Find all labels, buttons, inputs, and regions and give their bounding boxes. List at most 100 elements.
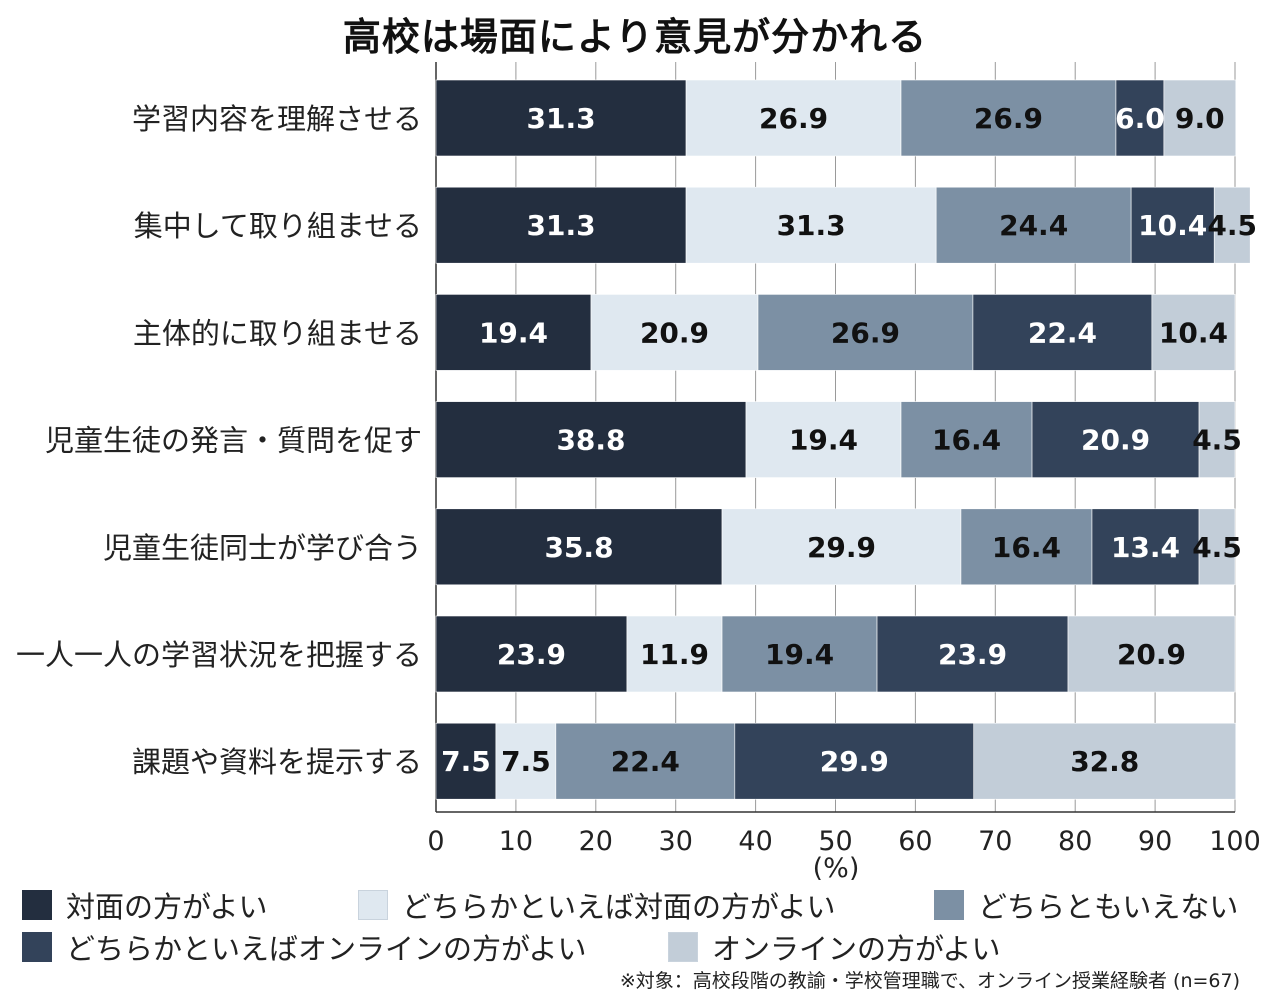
legend-swatch	[934, 890, 964, 920]
legend-item: どちらかといえばオンラインの方がよい	[22, 926, 587, 968]
x-tick-label: 60	[898, 826, 932, 857]
x-tick-label: 90	[1138, 826, 1172, 857]
data-label: 19.4	[789, 424, 858, 457]
x-axis-label: (%)	[813, 853, 860, 880]
category-labels: 学習内容を理解させる集中して取り組ませる主体的に取り組ませる児童生徒の発言・質問…	[16, 102, 422, 779]
data-label: 10.4	[1138, 209, 1207, 242]
x-tick-label: 80	[1058, 826, 1092, 857]
data-label: 4.5	[1207, 209, 1257, 242]
x-tick-label: 70	[978, 826, 1012, 857]
data-label: 13.4	[1111, 531, 1180, 564]
bar-segment	[590, 294, 759, 371]
bar-segment	[685, 79, 902, 157]
category-label: 集中して取り組ませる	[134, 209, 422, 243]
x-tick-label: 100	[1209, 826, 1261, 857]
footnote: ※対象：高校段階の教諭・学校管理職で、オンライン授業経験者 (n=67)	[619, 970, 1240, 992]
x-tick-label: 0	[427, 826, 444, 857]
bar-segment	[734, 722, 975, 800]
data-label: 9.0	[1175, 102, 1225, 135]
bar-segment	[1130, 186, 1215, 264]
category-label: 主体的に取り組ませる	[133, 316, 422, 350]
bar-layer: 31.3 26.9 26.9 6.0 9.031.3 31.3 24.4 10.4 4.519.…	[435, 79, 1257, 800]
bar-segment	[685, 186, 937, 264]
data-label: 29.9	[807, 531, 876, 564]
bar-segment	[900, 79, 1117, 157]
bar-segment	[972, 294, 1153, 371]
legend-swatch	[358, 890, 388, 920]
bar-segment	[1198, 401, 1236, 478]
bar-segment	[435, 79, 687, 157]
category-label: 一人一人の学習状況を把握する	[16, 638, 422, 672]
stacked-bar-chart: 31.3 26.9 26.9 6.0 9.031.3 31.3 24.4 10.4 4.519.…	[16, 62, 1261, 880]
data-label: 11.9	[640, 638, 709, 671]
bar-segment	[1198, 508, 1236, 586]
bar-segment	[435, 722, 497, 800]
data-label: 22.4	[611, 745, 680, 778]
data-label: 31.3	[526, 209, 595, 242]
legend-item: 対面の方がよい	[22, 884, 268, 926]
bar-segment	[1067, 615, 1236, 693]
bar-segment	[973, 722, 1237, 800]
x-tick-label: 20	[579, 826, 613, 857]
data-label: 32.8	[1070, 745, 1139, 778]
category-label: 学習内容を理解させる	[132, 102, 422, 136]
bar-segment	[435, 186, 687, 264]
bar-segment	[745, 401, 902, 478]
bar-segment	[721, 508, 962, 586]
legend-label: どちらともいえない	[978, 890, 1239, 924]
legend-item: オンラインの方がよい	[668, 926, 1001, 968]
x-tick-label: 50	[818, 826, 852, 857]
bar-segment	[900, 401, 1033, 478]
data-label: 31.3	[526, 102, 595, 135]
data-label: 16.4	[932, 424, 1001, 457]
legend-label: オンラインの方がよい	[712, 932, 1001, 966]
data-label: 19.4	[479, 316, 548, 349]
legend-swatch	[22, 890, 52, 920]
x-tick-label: 10	[499, 826, 533, 857]
data-label: 7.5	[441, 745, 491, 778]
category-label: 課題や資料を提示する	[132, 745, 422, 779]
data-label: 35.8	[544, 531, 613, 564]
bar-segment	[1151, 294, 1236, 371]
category-label: 児童生徒同士が学び合う	[103, 531, 422, 565]
data-label: 4.5	[1192, 531, 1242, 564]
x-tick-label: 40	[738, 826, 772, 857]
legend-label: どちらかといえば対面の方がよい	[402, 890, 836, 924]
bar-segment	[626, 615, 723, 693]
data-label: 7.5	[501, 745, 551, 778]
data-label: 26.9	[974, 102, 1043, 135]
data-label: 22.4	[1028, 316, 1097, 349]
data-label: 16.4	[992, 531, 1061, 564]
data-label: 6.0	[1115, 102, 1165, 135]
bar-segment	[757, 294, 974, 371]
data-label: 26.9	[759, 102, 828, 135]
bar-segment	[960, 508, 1093, 586]
legend-swatch	[668, 932, 698, 962]
bar-segment	[435, 401, 747, 478]
legend-item: どちらともいえない	[934, 884, 1238, 926]
x-axis-ticks: 0 10 20 30 40 50 60 70 80 90 100	[427, 826, 1260, 857]
data-label: 20.9	[640, 316, 709, 349]
bar-segment	[435, 615, 628, 693]
bar-segment	[1031, 401, 1200, 478]
data-label: 23.9	[497, 638, 566, 671]
legend-label: どちらかといえばオンラインの方がよい	[66, 932, 587, 966]
data-label: 19.4	[765, 638, 834, 671]
bar-segment	[1115, 79, 1165, 157]
chart-title: 高校は場面により意見が分かれる	[342, 15, 928, 59]
data-label: 31.3	[777, 209, 846, 242]
data-label: 24.4	[999, 209, 1068, 242]
data-label: 4.5	[1192, 424, 1242, 457]
bar-segment	[1213, 186, 1251, 264]
bar-segment	[1163, 79, 1237, 157]
bar-segment	[721, 615, 878, 693]
legend: 対面の方がよい どちらかといえば対面の方がよい どちらともいえないどちらかといえばオ…	[22, 884, 1272, 966]
data-label: 20.9	[1081, 424, 1150, 457]
bar-segment	[495, 722, 557, 800]
data-label: 10.4	[1159, 316, 1228, 349]
legend-label: 対面の方がよい	[66, 890, 268, 924]
data-label: 23.9	[938, 638, 1007, 671]
data-label: 29.9	[820, 745, 889, 778]
bar-segment	[435, 294, 592, 371]
category-label: 児童生徒の発言・質問を促す	[45, 424, 422, 458]
